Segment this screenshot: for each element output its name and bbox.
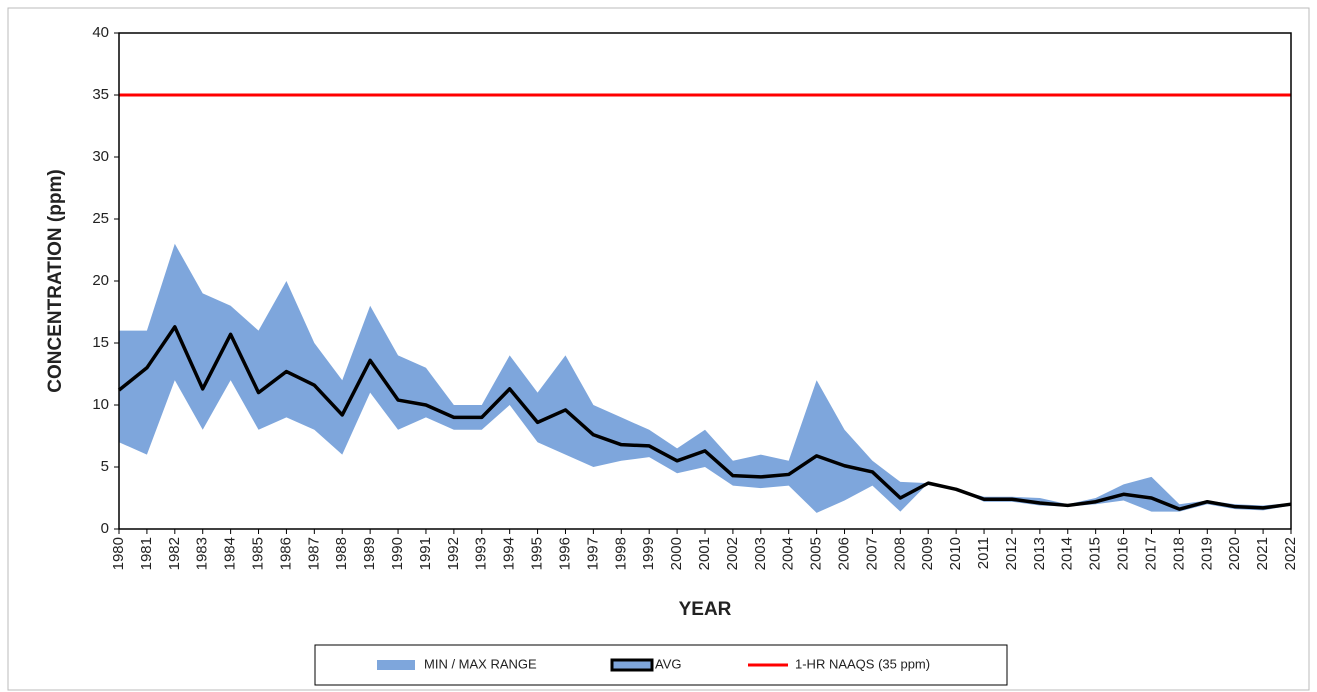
- x-tick-label: 2015: [1087, 537, 1104, 570]
- y-tick-label: 40: [92, 24, 109, 41]
- x-tick-label: 1989: [361, 537, 378, 570]
- x-tick-label: 2022: [1282, 537, 1299, 570]
- x-tick-label: 2020: [1226, 537, 1243, 570]
- x-tick-label: 2016: [1115, 537, 1132, 570]
- x-tick-label: 2007: [863, 537, 880, 570]
- x-tick-label: 2018: [1170, 537, 1187, 570]
- x-tick-label: 2000: [668, 537, 685, 570]
- x-tick-label: 1983: [194, 537, 211, 570]
- x-tick-label: 2003: [752, 537, 769, 570]
- y-tick-label: 30: [92, 148, 109, 165]
- legend-label: AVG: [655, 656, 682, 671]
- x-tick-label: 2014: [1059, 537, 1076, 570]
- x-tick-label: 2017: [1142, 537, 1159, 570]
- legend-box: [314, 644, 1008, 686]
- y-tick-label: 20: [92, 272, 109, 289]
- y-tick-label: 15: [92, 334, 109, 351]
- x-tick-label: 1999: [640, 537, 657, 570]
- x-tick-label: 2006: [835, 537, 852, 570]
- x-tick-label: 1982: [166, 537, 183, 570]
- y-tick-label: 25: [92, 210, 109, 227]
- x-tick-label: 1986: [277, 537, 294, 570]
- x-tick-label: 2001: [696, 537, 713, 570]
- y-tick-label: 35: [92, 86, 109, 103]
- x-tick-label: 2011: [975, 537, 992, 569]
- x-tick-label: 2012: [1003, 537, 1020, 570]
- x-tick-label: 2008: [891, 537, 908, 570]
- y-tick-label: 10: [92, 396, 109, 413]
- legend-label: 1-HR NAAQS (35 ppm): [795, 656, 930, 671]
- x-tick-label: 1998: [612, 537, 629, 570]
- x-tick-label: 2013: [1031, 537, 1048, 570]
- x-tick-label: 2009: [919, 537, 936, 570]
- y-tick-label: 0: [101, 520, 109, 537]
- x-tick-label: 1981: [138, 537, 155, 570]
- x-tick-label: 1994: [501, 537, 518, 570]
- legend-swatch: [377, 660, 415, 670]
- x-tick-label: 1992: [445, 537, 462, 570]
- x-tick-label: 1993: [473, 537, 490, 570]
- x-tick-label: 2004: [780, 537, 797, 570]
- y-axis-title: CONCENTRATION (ppm): [45, 169, 66, 392]
- x-tick-label: 1991: [417, 537, 434, 570]
- y-tick-label: 5: [101, 458, 109, 475]
- x-tick-label: 1996: [556, 537, 573, 570]
- x-tick-label: 1985: [249, 537, 266, 570]
- legend-swatch: [610, 658, 654, 672]
- plot-frame: [118, 32, 1292, 530]
- x-tick-label: 1987: [305, 537, 322, 570]
- x-tick-label: 2005: [808, 537, 825, 570]
- x-tick-label: 1988: [333, 537, 350, 570]
- x-tick-label: 2019: [1198, 537, 1215, 570]
- x-axis-title: YEAR: [679, 599, 732, 620]
- x-tick-label: 1995: [529, 537, 546, 570]
- x-tick-label: 2010: [947, 537, 964, 570]
- x-tick-label: 2021: [1254, 537, 1271, 570]
- x-tick-label: 1990: [389, 537, 406, 570]
- legend-label: MIN / MAX RANGE: [424, 656, 537, 671]
- range-band: [119, 243, 1291, 513]
- x-tick-label: 1980: [110, 537, 127, 570]
- x-tick-label: 2002: [724, 537, 741, 570]
- x-tick-label: 1997: [584, 537, 601, 570]
- avg-line: [117, 325, 1292, 511]
- x-tick-label: 1984: [222, 537, 239, 570]
